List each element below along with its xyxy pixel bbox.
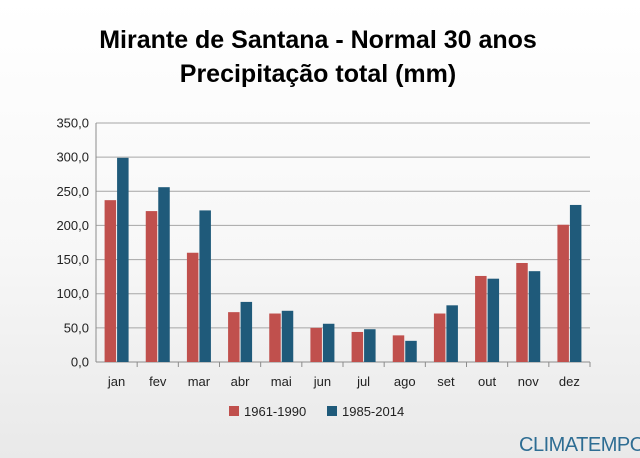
bar-1985-2014-jun xyxy=(322,323,335,362)
bar-1985-2014-nov xyxy=(528,271,541,362)
x-tick-label: jun xyxy=(313,374,331,389)
y-tick-label: 250,0 xyxy=(56,184,89,199)
y-tick-label: 300,0 xyxy=(56,150,89,165)
x-tick-label: set xyxy=(437,374,455,389)
bar-1961-1990-ago xyxy=(392,335,405,362)
gridlines xyxy=(95,122,591,367)
chart-title: Mirante de Santana - Normal 30 anos xyxy=(99,26,537,54)
bar-1985-2014-dez xyxy=(569,204,582,362)
x-tick-label: out xyxy=(478,374,496,389)
legend-label: 1985-2014 xyxy=(342,404,404,419)
bar-1961-1990-dez xyxy=(557,224,569,362)
y-axis-ticks: 0,0 50,0 100,0 150,0 200,0 250,0 300,0 350,0 xyxy=(56,116,89,370)
legend: 1961-1990 1985-2014 xyxy=(229,404,404,419)
bars xyxy=(104,157,582,362)
bar-1961-1990-abr xyxy=(228,312,240,362)
bar-1985-2014-ago xyxy=(405,340,417,362)
bar-1985-2014-out xyxy=(487,278,500,362)
bar-1961-1990-jan xyxy=(104,200,117,362)
bar-1961-1990-mai xyxy=(269,313,281,362)
x-tick-label: ago xyxy=(394,374,416,389)
bar-1961-1990-set xyxy=(433,313,446,362)
climatempo-logo: CLIMATEMPO xyxy=(519,434,640,456)
x-axis-ticks: jan fev mar abr mai jun jul ago set out nov dez xyxy=(107,374,580,389)
y-tick-label: 350,0 xyxy=(56,116,89,131)
x-tick-label: abr xyxy=(231,374,250,389)
x-tick-label: mai xyxy=(271,374,292,389)
bar-1961-1990-fev xyxy=(145,211,158,362)
bar-1961-1990-jul xyxy=(351,331,364,362)
x-tick-label: jul xyxy=(356,374,370,389)
bar-1961-1990-out xyxy=(475,275,487,362)
y-tick-label: 0,0 xyxy=(71,355,89,370)
x-tick-label: nov xyxy=(518,374,539,389)
chart-subtitle: Precipitação total (mm) xyxy=(180,60,456,88)
bar-1985-2014-abr xyxy=(240,301,253,362)
y-tick-label: 50,0 xyxy=(64,320,89,335)
bar-1985-2014-mar xyxy=(199,210,211,362)
legend-label: 1961-1990 xyxy=(244,404,306,419)
legend-swatch xyxy=(229,406,239,416)
bar-1985-2014-jan xyxy=(117,157,129,362)
legend-swatch xyxy=(327,406,337,416)
bar-1985-2014-set xyxy=(446,305,458,362)
bar-1985-2014-fev xyxy=(158,187,170,362)
x-tick-label: dez xyxy=(559,374,580,389)
x-tick-label: jan xyxy=(107,374,125,389)
y-tick-label: 100,0 xyxy=(56,286,89,301)
x-tick-label: mar xyxy=(188,374,211,389)
y-tick-label: 150,0 xyxy=(56,252,89,267)
bar-1985-2014-jul xyxy=(364,329,376,362)
bar-1985-2014-mai xyxy=(281,310,294,362)
bar-1961-1990-nov xyxy=(516,262,528,362)
x-tick-label: fev xyxy=(149,374,167,389)
bar-1961-1990-jun xyxy=(310,327,322,362)
y-tick-label: 200,0 xyxy=(56,218,89,233)
bar-1961-1990-mar xyxy=(186,252,199,362)
